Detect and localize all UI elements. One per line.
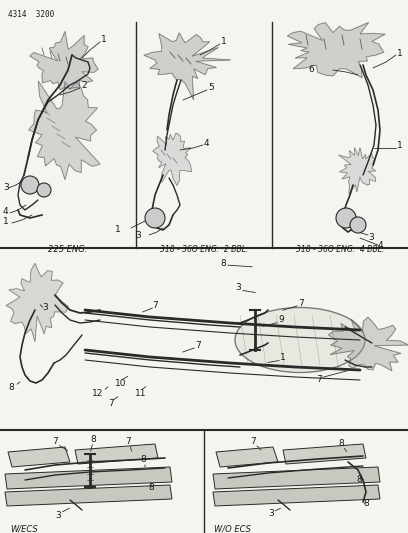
Text: 1: 1 xyxy=(3,217,9,227)
Circle shape xyxy=(145,208,165,228)
Text: 4: 4 xyxy=(378,241,384,251)
Circle shape xyxy=(336,208,356,228)
Text: 4: 4 xyxy=(3,207,9,216)
Text: 8: 8 xyxy=(8,384,14,392)
Polygon shape xyxy=(153,133,192,185)
Text: 4: 4 xyxy=(204,139,210,148)
Text: 3: 3 xyxy=(235,284,241,293)
Text: 1: 1 xyxy=(280,353,286,362)
Text: 6: 6 xyxy=(308,66,314,75)
Text: 8: 8 xyxy=(148,482,154,491)
Text: 8: 8 xyxy=(363,499,369,508)
Text: 1: 1 xyxy=(221,37,227,46)
Text: 7: 7 xyxy=(298,298,304,308)
Polygon shape xyxy=(30,31,98,90)
Text: 9: 9 xyxy=(278,316,284,325)
Text: 1: 1 xyxy=(115,224,121,233)
Circle shape xyxy=(350,217,366,233)
Text: 12: 12 xyxy=(92,389,103,398)
Text: 8: 8 xyxy=(220,259,226,268)
Polygon shape xyxy=(283,444,366,464)
Polygon shape xyxy=(75,444,158,464)
Text: 1: 1 xyxy=(397,141,403,150)
Circle shape xyxy=(21,176,39,194)
Text: 4314  3200: 4314 3200 xyxy=(8,10,54,19)
Text: 8: 8 xyxy=(90,435,96,445)
Text: 8: 8 xyxy=(338,440,344,448)
Text: 7: 7 xyxy=(108,399,114,408)
Text: 3: 3 xyxy=(3,182,9,191)
Text: 225 ENG.: 225 ENG. xyxy=(48,245,88,254)
Polygon shape xyxy=(328,317,408,371)
Circle shape xyxy=(37,183,51,197)
Polygon shape xyxy=(287,22,385,78)
Polygon shape xyxy=(5,467,172,489)
Text: 8: 8 xyxy=(140,456,146,464)
Text: 7: 7 xyxy=(125,438,131,447)
Text: 3: 3 xyxy=(135,231,141,240)
Polygon shape xyxy=(144,33,230,100)
Polygon shape xyxy=(216,447,278,467)
Polygon shape xyxy=(213,485,380,506)
Text: 8: 8 xyxy=(356,475,362,484)
Polygon shape xyxy=(339,148,376,194)
Text: 1: 1 xyxy=(101,36,107,44)
Polygon shape xyxy=(213,467,380,489)
Text: 318 - 36O ENG.  2 BBL.: 318 - 36O ENG. 2 BBL. xyxy=(160,245,248,254)
Text: 1: 1 xyxy=(397,49,403,58)
Text: 11: 11 xyxy=(135,389,146,398)
Text: 5: 5 xyxy=(208,84,214,93)
Text: W/ECS: W/ECS xyxy=(10,525,38,533)
Ellipse shape xyxy=(235,308,365,373)
Polygon shape xyxy=(6,263,68,342)
Text: 7: 7 xyxy=(52,438,58,447)
Text: 7: 7 xyxy=(195,341,201,350)
Text: 3: 3 xyxy=(55,511,61,520)
Text: 2: 2 xyxy=(81,82,86,91)
Polygon shape xyxy=(5,485,172,506)
Text: W/O ECS: W/O ECS xyxy=(214,525,251,533)
Text: 3: 3 xyxy=(268,510,274,519)
Polygon shape xyxy=(8,447,70,467)
Text: 3: 3 xyxy=(368,232,374,241)
Text: 10: 10 xyxy=(115,378,126,387)
Text: 318 - 36O ENG.  4 BBL.: 318 - 36O ENG. 4 BBL. xyxy=(296,245,384,254)
Text: 7: 7 xyxy=(250,438,256,447)
Text: 3: 3 xyxy=(42,303,48,311)
Polygon shape xyxy=(29,81,100,180)
Text: 7: 7 xyxy=(316,376,322,384)
Text: 7: 7 xyxy=(152,301,158,310)
